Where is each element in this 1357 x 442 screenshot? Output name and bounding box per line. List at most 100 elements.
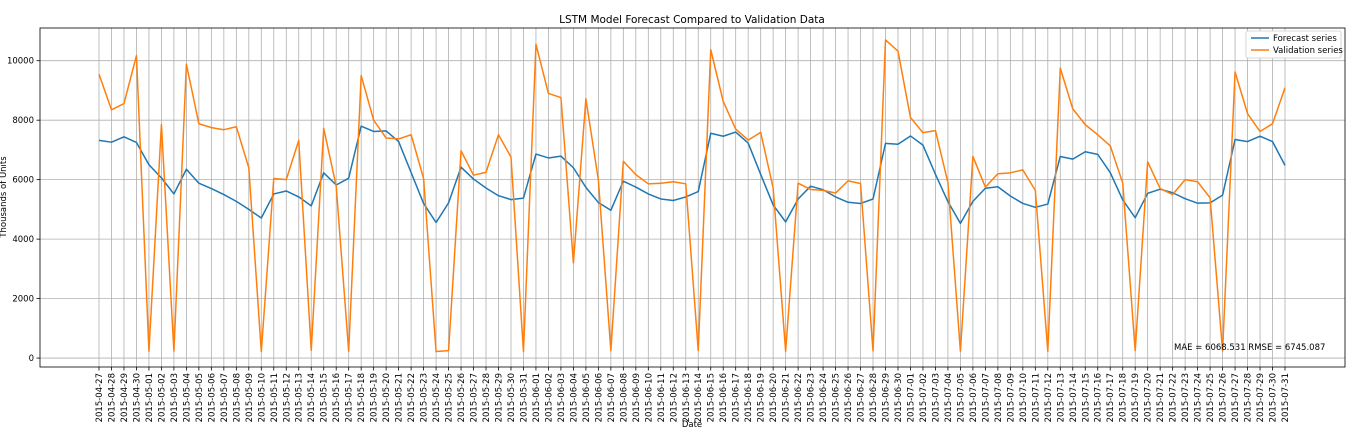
x-tick-label: 2015-07-12 <box>1044 373 1054 422</box>
x-tick-label: 2015-07-22 <box>1169 373 1179 422</box>
x-tick-label: 2015-06-15 <box>707 373 717 422</box>
x-tick-label: 2015-07-19 <box>1131 373 1141 422</box>
x-tick-label: 2015-06-26 <box>844 373 854 422</box>
x-tick-label: 2015-05-27 <box>470 373 480 422</box>
x-tick-label: 2015-07-16 <box>1094 373 1104 422</box>
x-tick-label: 2015-07-20 <box>1144 373 1154 422</box>
x-tick-label: 2015-06-02 <box>544 373 554 422</box>
metrics-annotation: MAE = 6068.531 RMSE = 6745.087 <box>1174 343 1325 353</box>
x-tick-label: 2015-05-24 <box>432 373 442 422</box>
x-tick-label: 2015-07-21 <box>1156 373 1166 422</box>
x-tick-label: 2015-06-19 <box>757 373 767 422</box>
x-tick-label: 2015-07-05 <box>956 373 966 422</box>
x-tick-label: 2015-05-17 <box>345 373 355 422</box>
x-tick-label: 2015-04-30 <box>132 373 142 422</box>
x-tick-label: 2015-05-09 <box>245 373 255 422</box>
x-tick-label: 2015-05-20 <box>382 373 392 422</box>
x-tick-label: 2015-06-08 <box>619 373 629 422</box>
x-tick-label: 2015-05-01 <box>145 373 155 422</box>
x-tick-label: 2015-07-25 <box>1206 373 1216 422</box>
x-tick-label: 2015-06-18 <box>744 373 754 422</box>
y-tick-label: 10000 <box>7 57 34 67</box>
x-tick-label: 2015-07-02 <box>919 373 929 422</box>
x-tick-label: 2015-05-04 <box>182 373 192 422</box>
y-axis-label: Thousands of Units <box>0 156 9 239</box>
x-tick-label: 2015-04-28 <box>107 373 117 422</box>
grid <box>40 28 1345 367</box>
x-tick-label: 2015-05-31 <box>519 373 529 422</box>
y-tick-label: 4000 <box>12 235 34 245</box>
x-tick-label: 2015-07-03 <box>931 373 941 422</box>
x-tick-label: 2015-06-20 <box>769 373 779 422</box>
x-tick-label: 2015-06-05 <box>582 373 592 422</box>
x-axis-label: Date <box>682 420 702 430</box>
x-tick-label: 2015-06-30 <box>894 373 904 422</box>
x-tick-label: 2015-05-06 <box>207 373 217 422</box>
x-tick-label: 2015-07-24 <box>1194 373 1204 422</box>
x-tick-label: 2015-05-02 <box>157 373 167 422</box>
x-tick-label: 2015-06-14 <box>694 373 704 422</box>
y-axis: 0 2000 4000 6000 8000 10000 <box>7 57 40 364</box>
x-tick-label: 2015-07-11 <box>1031 373 1041 422</box>
x-tick-label: 2015-06-07 <box>607 373 617 422</box>
x-tick-label: 2015-05-18 <box>357 373 367 422</box>
series-lines <box>98 39 1286 353</box>
x-tick-label: 2015-07-27 <box>1231 373 1241 422</box>
x-tick-label: 2015-06-28 <box>869 373 879 422</box>
x-tick-label: 2015-04-27 <box>95 373 105 422</box>
x-tick-label: 2015-05-12 <box>282 373 292 422</box>
x-tick-label: 2015-07-08 <box>994 373 1004 422</box>
y-tick-label: 0 <box>29 354 34 364</box>
x-tick-label: 2015-06-29 <box>882 373 892 422</box>
x-tick-label: 2015-05-03 <box>170 373 180 422</box>
x-tick-label: 2015-05-28 <box>482 373 492 422</box>
x-tick-label: 2015-05-26 <box>457 373 467 422</box>
x-tick-label: 2015-06-22 <box>794 373 804 422</box>
x-axis: 2015-04-27 2015-04-28 2015-04-29 2015-04-30… <box>95 367 1291 422</box>
x-tick-label: 2015-06-03 <box>557 373 567 422</box>
x-tick-label: 2015-06-25 <box>832 373 842 422</box>
legend-label-forecast: Forecast series <box>1273 34 1337 44</box>
x-tick-label: 2015-06-21 <box>782 373 792 422</box>
x-tick-label: 2015-05-11 <box>270 373 280 422</box>
x-tick-label: 2015-06-17 <box>732 373 742 422</box>
validation-series-line <box>98 39 1286 353</box>
x-tick-label: 2015-06-11 <box>657 373 667 422</box>
x-tick-label: 2015-07-30 <box>1269 373 1279 422</box>
x-tick-label: 2015-07-10 <box>1019 373 1029 422</box>
plot-frame <box>39 27 1346 368</box>
x-tick-label: 2015-05-05 <box>195 373 205 422</box>
x-tick-label: 2015-07-04 <box>944 373 954 422</box>
x-tick-label: 2015-05-16 <box>332 373 342 422</box>
x-tick-label: 2015-05-15 <box>320 373 330 422</box>
x-tick-label: 2015-07-26 <box>1219 373 1229 422</box>
y-tick-label: 6000 <box>12 176 34 186</box>
legend: Forecast series Validation series <box>1245 30 1343 59</box>
x-tick-label: 2015-06-09 <box>632 373 642 422</box>
x-tick-label: 2015-05-25 <box>445 373 455 422</box>
x-tick-label: 2015-05-29 <box>494 373 504 422</box>
x-tick-label: 2015-06-12 <box>669 373 679 422</box>
x-tick-label: 2015-05-23 <box>420 373 430 422</box>
x-tick-label: 2015-05-10 <box>257 373 267 422</box>
x-tick-label: 2015-05-13 <box>295 373 305 422</box>
x-tick-label: 2015-05-14 <box>307 373 317 422</box>
x-tick-label: 2015-07-07 <box>981 373 991 422</box>
x-tick-label: 2015-06-01 <box>532 373 542 422</box>
x-tick-label: 2015-06-16 <box>719 373 729 422</box>
x-tick-label: 2015-07-31 <box>1281 373 1291 422</box>
legend-box <box>1245 30 1342 59</box>
x-tick-label: 2015-07-28 <box>1244 373 1254 422</box>
x-tick-label: 2015-05-08 <box>232 373 242 422</box>
x-tick-label: 2015-07-01 <box>906 373 916 422</box>
forecast-series-line <box>98 125 1286 225</box>
chart-title: LSTM Model Forecast Compared to Validati… <box>559 14 825 26</box>
y-tick-label: 2000 <box>12 295 34 305</box>
x-tick-label: 2015-06-13 <box>682 373 692 422</box>
x-tick-label: 2015-06-24 <box>819 373 829 422</box>
x-tick-label: 2015-07-23 <box>1181 373 1191 422</box>
y-tick-label: 8000 <box>12 116 34 126</box>
x-tick-label: 2015-07-09 <box>1006 373 1016 422</box>
